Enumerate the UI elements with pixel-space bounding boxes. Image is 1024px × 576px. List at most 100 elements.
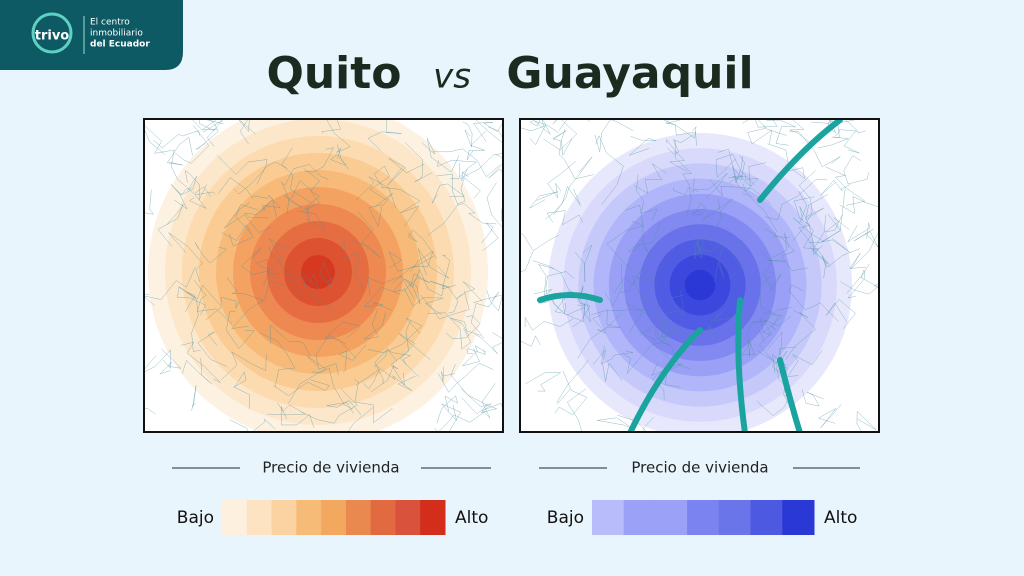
road [315,334,346,376]
road [321,119,342,135]
road [153,130,200,149]
road [529,191,558,209]
road [843,119,860,154]
road [822,248,860,279]
road [533,263,554,296]
road [728,239,744,279]
legend-title: Precio de vivienda [262,459,399,477]
road [392,250,434,284]
road [194,242,228,264]
river [627,327,703,432]
road [330,144,350,170]
road [441,254,456,290]
road [381,187,421,226]
road [554,290,589,314]
road [297,207,326,230]
road [233,371,250,410]
road [445,315,481,340]
road [545,186,581,220]
road [456,281,483,302]
road [524,372,562,392]
scale-step [655,500,688,535]
road [268,246,302,296]
road [766,119,796,146]
road [237,119,256,145]
road [144,349,172,373]
road [543,119,578,151]
road [403,287,444,315]
road [201,119,223,147]
road [226,310,255,350]
road [629,305,673,338]
road [216,154,268,185]
road [218,177,269,199]
road [188,191,216,209]
road [288,355,327,404]
road [355,176,396,208]
road [538,271,575,304]
map-frame [519,118,880,433]
road [613,263,653,294]
road [269,324,311,357]
legend-title: Precio de vivienda [631,459,768,477]
road [693,172,728,199]
logo-tagline: El centro [90,18,130,28]
road [473,290,503,312]
road [436,395,459,424]
road [352,211,381,258]
road [387,157,425,186]
road [729,155,745,183]
road [793,196,815,247]
road [624,204,652,260]
road [367,275,415,299]
road [392,278,421,305]
road [593,349,623,382]
road [567,388,587,432]
road [825,299,856,330]
road [756,395,793,416]
road [654,318,681,346]
road [715,153,755,186]
logo-name: trivo [35,29,70,44]
road [595,135,624,205]
road [180,341,221,383]
river [537,292,603,303]
road [304,147,335,173]
logo-tagline: inmobiliario [90,29,143,39]
map-quito [143,118,504,433]
road [758,306,792,343]
road [520,235,559,285]
price-ring [684,269,716,301]
road [767,143,805,180]
road [772,346,797,374]
road [354,378,393,424]
road [656,310,677,339]
road [546,210,584,226]
road [437,159,478,169]
road [157,203,184,247]
road [363,287,400,311]
legend-high: Alto [824,508,857,528]
road [462,121,473,147]
road [802,221,829,265]
road [231,280,286,330]
road [390,320,411,370]
scale-step [782,500,815,535]
scale-step [718,500,752,535]
road [661,119,697,139]
road [651,362,665,400]
road [174,125,210,164]
road [235,204,258,235]
river [735,297,748,432]
river [757,119,843,203]
road [789,119,810,143]
road [574,244,593,283]
scale-step [271,500,297,535]
road [759,312,792,333]
road [224,202,272,233]
road [556,360,589,404]
road [839,196,879,214]
road [617,414,654,432]
road [367,119,402,152]
road [629,135,657,156]
